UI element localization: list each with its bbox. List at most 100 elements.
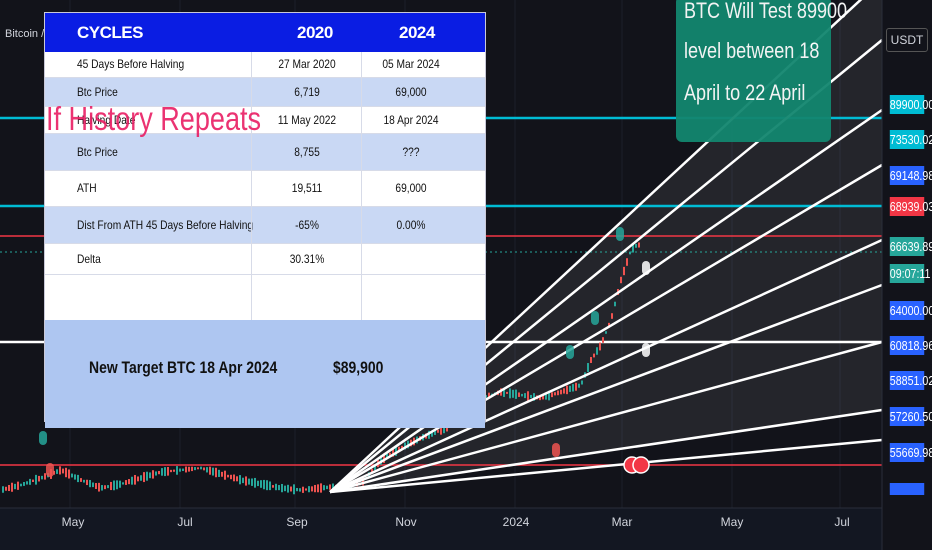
price-label-partial: [889, 483, 925, 495]
candle: [215, 467, 217, 478]
candle: [401, 445, 403, 450]
candle: [308, 486, 310, 493]
candle: [110, 481, 112, 491]
price-label: 60818.96: [889, 336, 932, 355]
candle: [371, 468, 373, 473]
table-cell-v2020: 8,755: [294, 144, 320, 159]
candle: [404, 442, 406, 450]
x-tick-label: Nov: [395, 515, 417, 529]
table-cell-label: Btc Price: [77, 144, 118, 159]
candle: [614, 301, 616, 307]
candle: [167, 466, 169, 476]
candle: [95, 483, 97, 489]
candle: [89, 480, 91, 488]
table-cell-v2020: 19,511: [291, 181, 323, 195]
fan-line: [329, 238, 883, 494]
candle: [332, 483, 334, 491]
candle: [200, 466, 202, 470]
event-icon: [632, 456, 650, 474]
table-header-2024: 2024: [399, 23, 435, 42]
candle: [488, 392, 490, 399]
candle: [635, 243, 637, 248]
candle: [206, 467, 208, 473]
candle: [236, 476, 238, 482]
target-row: New Target BTC 18 Apr 2024 $89,900: [45, 320, 485, 428]
candle: [119, 480, 121, 488]
candle: [380, 455, 382, 465]
target-label: New Target BTC 18 Apr 2024: [89, 358, 278, 377]
candle: [557, 390, 559, 396]
candle: [128, 479, 130, 485]
currency-button[interactable]: USDT: [886, 28, 928, 52]
candle: [125, 480, 127, 485]
candle: [440, 425, 442, 435]
candle: [539, 395, 541, 401]
candle: [38, 475, 40, 482]
table-cell-v2024: 69,000: [395, 84, 427, 99]
candle: [281, 483, 283, 493]
candle: [26, 481, 28, 485]
candle: [431, 430, 433, 437]
signal-marker: [566, 345, 574, 359]
candle: [209, 466, 211, 475]
callout-box[interactable]: BTC Will Test 89900 level between 18 Apr…: [676, 0, 847, 142]
candle: [305, 488, 307, 491]
candle: [533, 393, 535, 401]
candle: [83, 479, 85, 483]
x-tick-label: Sep: [286, 515, 308, 529]
x-tick-label: May: [720, 515, 744, 529]
fan-line: [329, 438, 883, 494]
fan-line: [329, 283, 883, 494]
candle: [527, 391, 529, 401]
candle: [311, 486, 313, 492]
candle: [512, 389, 514, 398]
candle: [266, 480, 268, 491]
candle: [113, 480, 115, 491]
x-tick-label: May: [61, 515, 85, 529]
x-tick-label: Mar: [611, 515, 633, 529]
candle: [65, 467, 67, 478]
candle: [623, 266, 625, 276]
candle: [581, 380, 583, 385]
candle: [323, 485, 325, 491]
candle: [194, 467, 196, 471]
table-row: Dist From ATH 45 Days Before Halving -65%…: [45, 207, 485, 244]
callout-line-2: level between 18: [684, 38, 820, 63]
candle: [239, 475, 241, 485]
table-cell-label: Dist From ATH 45 Days Before Halving: [77, 217, 254, 232]
candle: [11, 482, 13, 492]
candle: [23, 482, 25, 486]
candle: [59, 466, 61, 475]
candle: [389, 452, 391, 457]
table-header-label: CYCLES: [77, 23, 143, 42]
candle: [248, 478, 250, 485]
table-cell-label: Halving Date: [77, 112, 136, 127]
candle: [116, 480, 118, 490]
candle: [233, 474, 235, 482]
overlay-title: If History Repeats: [46, 100, 262, 137]
candle: [149, 472, 151, 479]
candle: [620, 276, 622, 284]
candle: [602, 337, 604, 343]
candle: [443, 423, 445, 434]
table-cell-v2020: -65%: [295, 217, 319, 232]
candle: [188, 466, 190, 472]
table-cell-v2020: 6,719: [294, 84, 320, 99]
candle: [362, 477, 364, 486]
signal-marker: [552, 443, 560, 457]
candle: [521, 393, 523, 397]
table-row: Btc Price 6,719 69,000: [45, 78, 485, 107]
table-cell-label: Delta: [77, 251, 101, 266]
candle: [506, 391, 508, 394]
candle: [44, 473, 46, 480]
candle: [74, 474, 76, 480]
candle: [326, 485, 328, 490]
candle: [272, 485, 274, 488]
candle: [590, 357, 592, 363]
candle: [245, 476, 247, 486]
candle: [302, 486, 304, 493]
candle: [596, 347, 598, 355]
candle: [314, 484, 316, 493]
table-cell-label: 45 Days Before Halving: [77, 57, 185, 71]
price-label: 69148.98: [889, 166, 932, 185]
